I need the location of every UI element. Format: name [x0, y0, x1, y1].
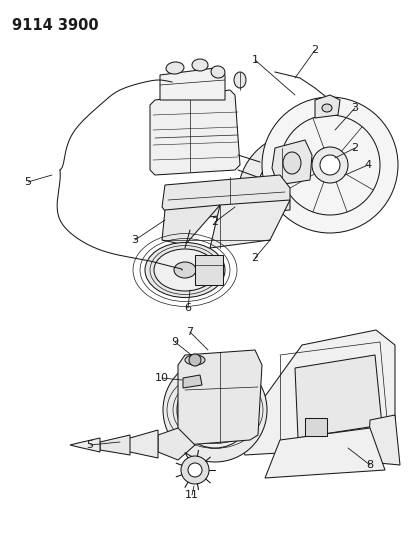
- Polygon shape: [238, 133, 350, 223]
- Circle shape: [163, 358, 267, 462]
- Polygon shape: [295, 355, 382, 438]
- Polygon shape: [150, 90, 240, 175]
- Text: 5: 5: [25, 177, 32, 187]
- Circle shape: [181, 456, 209, 484]
- Text: 1: 1: [252, 55, 259, 65]
- Polygon shape: [118, 430, 158, 458]
- Text: 2: 2: [312, 45, 319, 55]
- Ellipse shape: [166, 62, 184, 74]
- Ellipse shape: [283, 152, 301, 174]
- Circle shape: [312, 147, 348, 183]
- Polygon shape: [162, 175, 290, 220]
- Text: 8: 8: [367, 460, 374, 470]
- Polygon shape: [210, 200, 290, 248]
- Polygon shape: [160, 68, 225, 100]
- Bar: [305, 418, 327, 436]
- Ellipse shape: [192, 59, 208, 71]
- Text: 6: 6: [185, 303, 192, 313]
- Polygon shape: [178, 350, 262, 445]
- Ellipse shape: [322, 104, 332, 112]
- Text: 5: 5: [86, 440, 93, 450]
- Text: 2: 2: [211, 217, 219, 227]
- Ellipse shape: [145, 243, 225, 297]
- Polygon shape: [235, 330, 395, 455]
- Text: 2: 2: [252, 253, 259, 263]
- Ellipse shape: [154, 249, 216, 291]
- Polygon shape: [265, 428, 385, 478]
- Ellipse shape: [185, 355, 205, 365]
- Ellipse shape: [211, 66, 225, 78]
- Circle shape: [177, 372, 253, 448]
- Text: 10: 10: [155, 373, 169, 383]
- Polygon shape: [183, 375, 202, 388]
- Text: 11: 11: [185, 490, 199, 500]
- Circle shape: [262, 97, 398, 233]
- Bar: [195, 255, 223, 285]
- Text: 9114 3900: 9114 3900: [12, 18, 99, 33]
- Polygon shape: [315, 95, 340, 118]
- Text: 4: 4: [365, 160, 372, 170]
- Text: 3: 3: [132, 235, 139, 245]
- Polygon shape: [162, 205, 220, 245]
- Polygon shape: [158, 428, 195, 460]
- Circle shape: [188, 463, 202, 477]
- Text: 9: 9: [171, 337, 178, 347]
- Text: 2: 2: [351, 143, 358, 153]
- Ellipse shape: [234, 72, 246, 88]
- Polygon shape: [368, 415, 400, 465]
- Circle shape: [189, 354, 201, 366]
- Text: 7: 7: [187, 327, 194, 337]
- Circle shape: [320, 155, 340, 175]
- Circle shape: [199, 394, 231, 426]
- Polygon shape: [272, 140, 312, 185]
- Text: 3: 3: [351, 103, 358, 113]
- Polygon shape: [70, 438, 100, 452]
- Ellipse shape: [174, 262, 196, 278]
- Polygon shape: [100, 435, 130, 455]
- Circle shape: [280, 115, 380, 215]
